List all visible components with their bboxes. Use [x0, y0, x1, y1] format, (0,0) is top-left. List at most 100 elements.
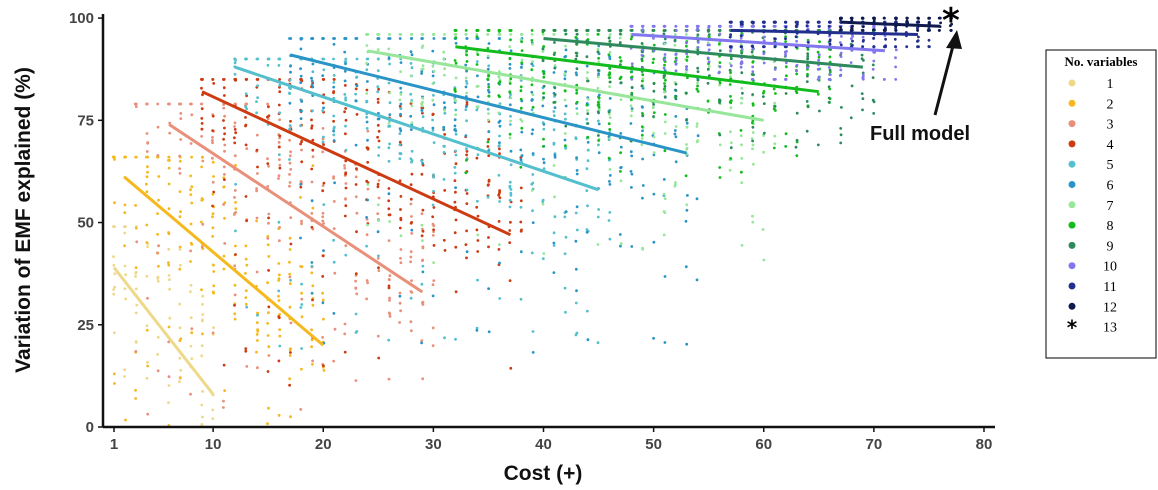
point-series-11: [773, 45, 777, 49]
point-series-2: [310, 338, 314, 342]
point-series-8: [520, 126, 524, 130]
point-series-6: [454, 186, 457, 190]
point-series-9: [827, 85, 831, 89]
point-series-7: [431, 98, 435, 102]
point-series-3: [255, 187, 258, 191]
point-series-6: [464, 85, 468, 89]
point-series-5: [398, 132, 402, 136]
point-series-8: [509, 38, 512, 42]
point-series-10: [751, 70, 755, 74]
point-series-7: [685, 33, 688, 36]
point-series-3: [156, 102, 160, 106]
point-series-5: [277, 64, 281, 67]
point-series-5: [278, 83, 282, 87]
point-series-3: [223, 173, 226, 176]
point-series-4: [377, 266, 380, 270]
point-series-9: [718, 29, 722, 32]
point-series-7: [773, 142, 777, 146]
point-series-7: [398, 33, 402, 36]
point-series-6: [597, 93, 601, 97]
point-series-10: [729, 49, 732, 53]
point-series-4: [222, 78, 225, 81]
point-series-4: [322, 364, 325, 368]
point-series-5: [498, 297, 502, 300]
point-series-2: [179, 210, 182, 214]
point-series-1: [156, 353, 160, 356]
point-series-8: [519, 85, 523, 89]
series-3-points: [133, 102, 436, 416]
point-series-11: [751, 20, 754, 24]
point-series-3: [399, 256, 402, 260]
point-series-2: [212, 291, 216, 295]
point-series-4: [267, 216, 270, 220]
point-series-11: [784, 37, 787, 41]
point-series-5: [585, 189, 589, 193]
point-series-7: [685, 125, 689, 129]
point-series-4: [212, 82, 216, 85]
point-series-7: [486, 33, 490, 36]
point-series-11: [730, 45, 733, 49]
point-series-8: [531, 105, 535, 109]
point-series-2: [112, 372, 116, 376]
point-series-3: [189, 392, 192, 396]
point-series-2: [123, 203, 127, 207]
point-series-8: [729, 99, 733, 102]
point-series-7: [761, 228, 765, 231]
point-series-3: [300, 219, 303, 223]
point-series-11: [893, 37, 897, 41]
point-series-3: [409, 260, 412, 264]
point-series-6: [585, 230, 589, 234]
point-series-4: [311, 298, 314, 302]
point-series-9: [861, 108, 864, 112]
point-series-8: [740, 170, 743, 174]
point-series-3: [409, 250, 413, 254]
point-series-6: [487, 88, 490, 92]
point-series-9: [564, 32, 568, 36]
point-series-3: [366, 187, 370, 191]
point-series-8: [487, 94, 491, 98]
point-series-3: [267, 164, 270, 168]
point-series-3: [156, 154, 160, 157]
point-series-8: [751, 121, 754, 125]
point-series-5: [476, 278, 479, 282]
point-series-1: [201, 313, 205, 316]
point-series-7: [596, 47, 600, 51]
point-series-4: [432, 228, 435, 232]
point-series-5: [409, 92, 413, 96]
point-series-3: [245, 102, 248, 106]
point-series-6: [564, 55, 568, 58]
point-series-8: [762, 90, 766, 93]
full-model-point: *: [942, 1, 960, 41]
point-series-4: [387, 284, 391, 288]
point-series-10: [696, 24, 700, 28]
point-series-9: [597, 29, 600, 32]
legend-item-4: 4: [1068, 138, 1114, 153]
point-series-4: [233, 141, 237, 145]
point-series-5: [552, 114, 556, 117]
point-series-4: [399, 218, 403, 222]
point-series-6: [442, 101, 446, 104]
point-series-6: [310, 79, 314, 83]
point-series-5: [322, 135, 325, 139]
point-series-2: [255, 219, 258, 223]
point-series-2: [311, 303, 315, 307]
point-series-8: [520, 61, 524, 65]
point-series-6: [487, 287, 490, 290]
point-series-7: [508, 45, 512, 49]
point-series-7: [508, 136, 512, 140]
point-series-7: [376, 33, 380, 36]
point-series-6: [641, 196, 644, 200]
point-series-5: [365, 68, 369, 72]
point-series-9: [795, 111, 799, 115]
point-series-10: [816, 78, 820, 81]
point-series-7: [410, 100, 413, 104]
point-series-9: [696, 48, 700, 52]
point-series-4: [321, 189, 325, 193]
point-series-1: [134, 311, 138, 315]
point-series-3: [399, 309, 402, 313]
point-series-8: [607, 122, 611, 125]
point-series-12: [894, 29, 898, 32]
point-series-7: [629, 114, 633, 118]
point-series-8: [816, 92, 820, 96]
point-series-3: [145, 132, 149, 135]
